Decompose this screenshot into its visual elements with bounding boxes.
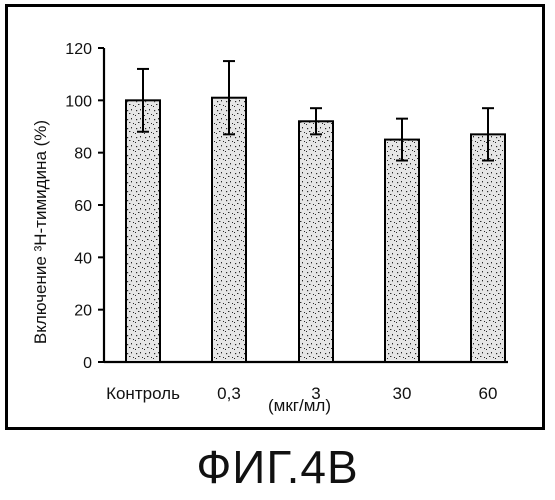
y-tick-label: 80 bbox=[74, 146, 92, 163]
bar-texture bbox=[472, 135, 504, 361]
bar-texture bbox=[300, 122, 332, 361]
y-axis-title-group: Включение ³H-тимидина (%) bbox=[31, 120, 50, 344]
y-tick-label: 60 bbox=[74, 198, 92, 215]
bar-texture bbox=[213, 99, 245, 361]
x-category-label: 30 bbox=[393, 384, 412, 403]
y-axis-title: Включение ³H-тимидина (%) bbox=[31, 120, 50, 344]
bar-texture bbox=[127, 101, 159, 361]
y-tick-label: 20 bbox=[74, 303, 92, 320]
x-category-label: Контроль bbox=[106, 384, 180, 403]
y-tick-label: 100 bbox=[65, 93, 92, 110]
y-tick-label: 120 bbox=[65, 41, 92, 58]
x-category-label: 60 bbox=[479, 384, 498, 403]
figure-caption: ФИГ.4B bbox=[0, 440, 555, 494]
y-tick-label: 40 bbox=[74, 250, 92, 267]
bar-texture bbox=[386, 141, 418, 361]
x-category-label: 0,3 bbox=[217, 384, 241, 403]
y-tick-label: 0 bbox=[83, 355, 92, 372]
x-axis-unit-label: (мкг/мл) bbox=[268, 396, 331, 416]
